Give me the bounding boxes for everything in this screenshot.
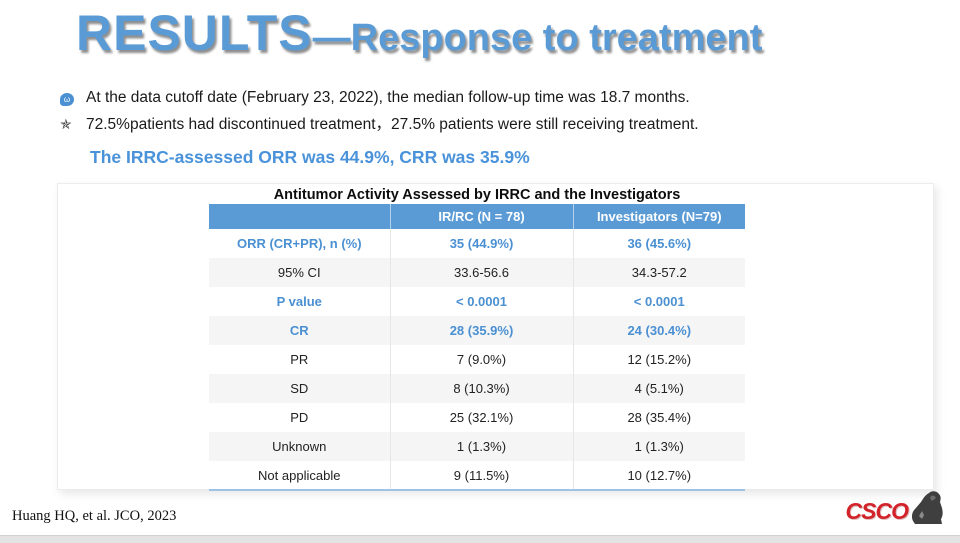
- row-label-cell: ORR (CR+PR), n (%): [209, 229, 390, 258]
- irrc-cell: 35 (44.9%): [389, 229, 573, 258]
- bullet-discontinued: ✯ 72.5%patients had discontinued treatme…: [60, 115, 920, 136]
- lion-statue-icon: [911, 491, 943, 524]
- column-header-empty: [209, 204, 390, 229]
- table-row: Unknown 1 (1.3%) 1 (1.3%): [209, 432, 745, 461]
- row-label-cell: PR: [209, 345, 390, 374]
- table-panel: Antitumor Activity Assessed by IRRC and …: [57, 183, 934, 491]
- investigators-cell: 4 (5.1%): [572, 374, 745, 403]
- row-label-cell: SD: [209, 374, 390, 403]
- title-sub: —Response to treatment: [312, 17, 763, 59]
- table-row: PD 25 (32.1%) 28 (35.4%): [209, 403, 745, 432]
- table-row: Not applicable 9 (11.5%) 10 (12.7%): [209, 461, 745, 490]
- page-title: RESULTS—Response to treatment: [76, 6, 762, 61]
- row-label-cell: PD: [209, 403, 390, 432]
- row-label-cell: Unknown: [209, 432, 390, 461]
- column-header-investigators: Investigators (N=79): [572, 204, 745, 229]
- table-header-row: IR/RC (N = 78) Investigators (N=79): [209, 204, 745, 229]
- irrc-cell: < 0.0001: [389, 287, 573, 316]
- irrc-cell: 25 (32.1%): [389, 403, 573, 432]
- orr-highlight-text: The IRRC-assessed ORR was 44.9%, CRR was…: [90, 147, 530, 167]
- table-row: SD 8 (10.3%) 4 (5.1%): [209, 374, 745, 403]
- table-row: CR 28 (35.9%) 24 (30.4%): [209, 316, 745, 345]
- irrc-cell: 28 (35.9%): [389, 316, 573, 345]
- antitumor-activity-table: IR/RC (N = 78) Investigators (N=79) ORR …: [209, 204, 745, 491]
- citation: Huang HQ, et al. JCO, 2023: [12, 508, 177, 524]
- table-row: PR 7 (9.0%) 12 (15.2%): [209, 345, 745, 374]
- investigators-cell: 34.3-57.2: [572, 258, 745, 287]
- irrc-cell: 33.6-56.6: [389, 258, 573, 287]
- table-row: ORR (CR+PR), n (%) 35 (44.9%) 36 (45.6%): [209, 229, 745, 258]
- investigators-cell: < 0.0001: [572, 287, 745, 316]
- investigators-cell: 28 (35.4%): [572, 403, 745, 432]
- irrc-cell: 8 (10.3%): [389, 374, 573, 403]
- bullet-text: 72.5%patients had discontinued treatment…: [86, 115, 699, 133]
- csco-logo: CSCO: [846, 490, 944, 526]
- row-label-cell: P value: [209, 287, 390, 316]
- row-label-cell: 95% CI: [209, 258, 390, 287]
- investigators-cell: 24 (30.4%): [572, 316, 745, 345]
- row-label-cell: Not applicable: [209, 461, 390, 490]
- csco-logo-text: CSCO: [845, 498, 909, 524]
- star-icon: ✯: [60, 115, 72, 132]
- irrc-cell: 1 (1.3%): [389, 432, 573, 461]
- title-main: RESULTS: [76, 5, 313, 61]
- investigators-cell: 1 (1.3%): [572, 432, 745, 461]
- bullet-followup: ω At the data cutoff date (February 23, …: [60, 88, 920, 109]
- column-header-irrc: IR/RC (N = 78): [389, 204, 573, 229]
- table-title: Antitumor Activity Assessed by IRRC and …: [273, 187, 681, 203]
- investigators-cell: 10 (12.7%): [572, 461, 745, 490]
- investigators-cell: 36 (45.6%): [572, 229, 745, 258]
- table-row: 95% CI 33.6-56.6 34.3-57.2: [209, 258, 745, 287]
- investigators-cell: 12 (15.2%): [572, 345, 745, 374]
- bullet-list: ω At the data cutoff date (February 23, …: [60, 88, 920, 142]
- table-row: P value < 0.0001 < 0.0001: [209, 287, 745, 316]
- bullet-text: At the data cutoff date (February 23, 20…: [86, 89, 690, 106]
- slide-bottom-strip: [0, 535, 960, 543]
- row-label-cell: CR: [209, 316, 390, 345]
- irrc-cell: 7 (9.0%): [389, 345, 573, 374]
- irrc-cell: 9 (11.5%): [389, 461, 573, 490]
- chat-bubble-icon: ω: [60, 93, 74, 106]
